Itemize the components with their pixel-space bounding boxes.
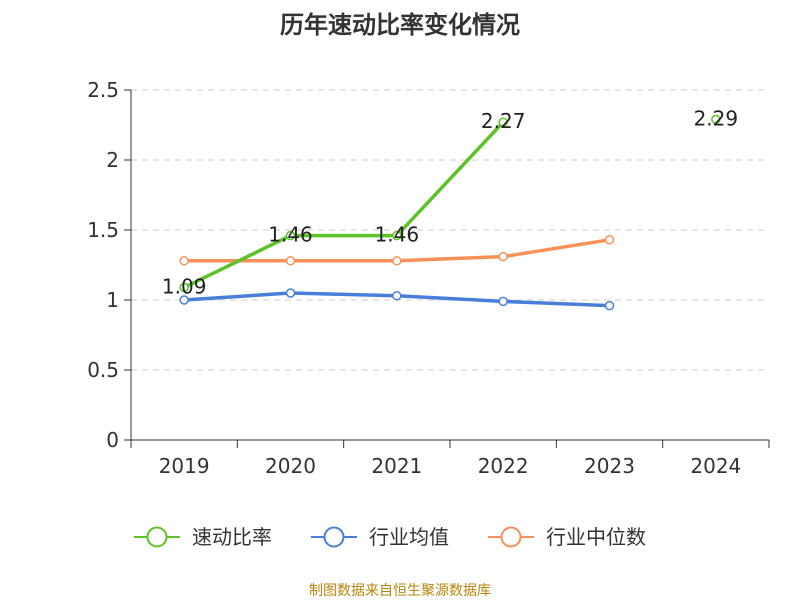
legend-marker [323,526,345,548]
y-tick-label: 0 [106,428,119,452]
legend-item[interactable]: 速动比率 [134,525,272,549]
x-tick-label: 2019 [159,454,210,478]
data-point [711,114,721,125]
data-point [604,235,615,245]
data-label: 2.27 [481,109,526,133]
grid-lines [131,89,769,371]
y-tick-label: 2 [106,148,119,172]
axes: 0 0.5 1 1.5 2 2.5 2019 2020 2021 2022 2023 2024 [87,78,770,478]
data-point [285,288,296,298]
data-labels: 1.09 1.46 1.46 2.27 2.29 [162,106,738,298]
legend-marker [146,526,168,548]
data-point [498,251,508,262]
x-tick-label: 2020 [265,454,316,478]
data-label: 1.46 [375,223,420,247]
y-tick-label: 0.5 [87,358,119,382]
x-tick-label: 2024 [690,454,741,478]
data-label: 2.29 [694,106,739,130]
data-point [604,300,615,311]
data-label: 1.09 [162,274,207,298]
x-tick-label: 2021 [371,454,422,478]
legend-label: 行业均值 [369,525,449,549]
data-point [179,256,189,266]
legend: 速动比率 行业均值 行业中位数 [134,525,646,549]
data-point [392,291,402,301]
legend-marker [500,526,522,548]
data-point [392,230,402,241]
x-tick-label: 2023 [584,454,635,478]
data-point [392,256,402,266]
legend-label: 行业中位数 [546,525,646,549]
data-point [179,282,189,293]
legend-item[interactable]: 行业均值 [311,525,449,549]
data-point [179,295,189,305]
y-tick-label: 1 [106,288,119,312]
y-tick-label: 1.5 [87,218,119,242]
legend-item[interactable]: 行业中位数 [488,525,646,549]
series-layer [179,114,721,311]
data-point [498,296,508,307]
series-line [182,120,505,290]
data-label: 1.46 [268,223,313,247]
data-point [285,256,296,266]
chart-title: 历年速动比率变化情况 [280,11,520,39]
y-tick-label: 2.5 [87,78,119,102]
source-note: 制图数据来自恒生聚源数据库 [309,583,491,599]
data-point [498,117,508,127]
x-tick-label: 2022 [478,454,529,478]
data-point [285,230,296,241]
legend-label: 速动比率 [192,525,272,549]
